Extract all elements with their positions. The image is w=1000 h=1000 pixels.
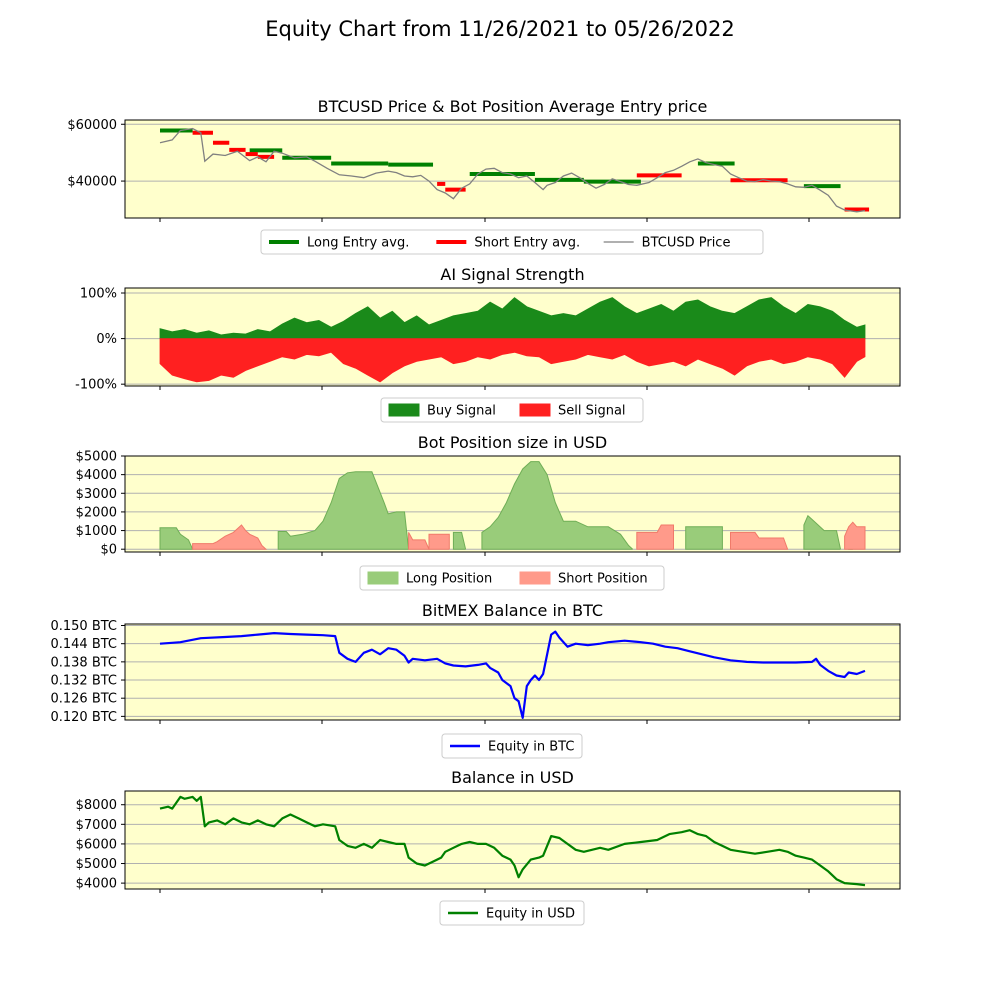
short-position-area [428,533,450,550]
legend-label: Equity in USD [486,907,575,922]
long-position-area [803,514,841,550]
equity-usd-line [159,795,866,887]
short-position-area [844,521,866,550]
legend-label: Long Position [406,572,492,587]
y-tick-label: 0% [96,332,117,347]
plot-frame [124,790,901,890]
y-tick-label: $40000 [67,175,117,190]
y-tick-label: $4000 [76,877,117,892]
legend: Equity in BTC [441,733,583,759]
chart-panel-1: $40000 $60000 BTCUSD Price & Bot Position … [67,97,901,255]
y-tick-label: $0 [100,543,117,558]
panel-title: Balance in USD [451,768,574,787]
panel-title: AI Signal Strength [440,265,584,284]
panel-title: BTCUSD Price & Bot Position Average Entr… [318,97,708,116]
panel-title: Bot Position size in USD [418,433,607,452]
y-tick-label: 0.132 BTC [50,674,117,689]
plot-frame [124,119,901,219]
chart-panel-5: $4000 $5000 $6000 $7000 $8000 Balance in USD E… [76,768,901,926]
legend: Equity in USD [439,900,585,926]
y-tick-label: $7000 [76,818,117,833]
btcusd-price-line [159,127,866,213]
legend-box [439,900,585,926]
short-position-area [636,524,674,550]
long-position-area [277,471,410,550]
sell-signal-area [159,338,866,383]
y-tick-label: $6000 [76,837,117,852]
plot-area [125,624,900,720]
plot-area [125,791,900,889]
legend-label: Buy Signal [427,404,496,419]
chart-panels: $40000 $60000 BTCUSD Price & Bot Position … [50,97,901,926]
plot-marks [159,630,866,719]
legend-swatch [519,403,551,417]
y-tick-label: $60000 [67,118,117,133]
y-tick-label: $5000 [76,450,117,465]
legend-label: Short Entry avg. [474,236,580,251]
plot-frame [124,455,901,553]
y-tick-label: 0.144 BTC [50,637,117,652]
figure-title: Equity Chart from 11/26/2021 to 05/26/20… [265,17,735,41]
chart-panel-3: $0 $1000 $2000 $3000 $4000 $5000 Bot Position … [76,433,901,591]
plot-frame [124,623,901,721]
panel-title: BitMEX Balance in BTC [422,601,603,620]
chart-panel-4: 0.120 BTC 0.126 BTC 0.132 BTC 0.138 BTC 0.14… [50,601,901,759]
legend-label: Short Position [558,572,648,587]
y-tick-label: -100% [75,378,117,393]
y-tick-label: 0.120 BTC [50,710,117,725]
legend-label: Sell Signal [558,404,626,419]
plot-frame [124,287,901,387]
y-tick-label: 0.138 BTC [50,655,117,670]
plot-marks [159,795,866,887]
plot-marks [159,297,866,383]
legend-box [441,733,583,759]
y-tick-label: 0.126 BTC [50,692,117,707]
chart-panel-2: -100% 0% 100% AI Signal Strength Buy Signal S… [75,265,901,423]
y-tick-label: $1000 [76,524,117,539]
short-position-area [729,531,789,550]
short-position-area [192,524,268,550]
y-tick-label: $5000 [76,857,117,872]
legend-box [359,565,665,591]
y-tick-label: 0.150 BTC [50,619,117,634]
legend-swatch [367,571,399,585]
legend: Long Entry avg. Short Entry avg. BTCUSD Pr… [260,229,764,255]
equity-btc-line [159,630,866,719]
long-position-area [481,461,634,550]
y-tick-label: $2000 [76,505,117,520]
long-position-area [452,531,467,550]
legend-label: Long Entry avg. [307,236,409,251]
legend-swatch [388,403,420,417]
buy-signal-area [159,297,866,339]
plot-marks [159,127,870,213]
y-tick-label: 100% [80,287,117,302]
plot-area [125,120,900,218]
legend-label: BTCUSD Price [642,236,731,251]
long-position-area [685,526,723,550]
legend-swatch [519,571,551,585]
y-tick-label: $4000 [76,468,117,483]
legend-box [380,397,644,423]
y-tick-label: $3000 [76,487,117,502]
legend-label: Equity in BTC [488,740,574,755]
legend-box [260,229,764,255]
legend: Long Position Short Position [359,565,665,591]
plot-marks [159,461,866,550]
legend: Buy Signal Sell Signal [380,397,644,423]
y-tick-label: $8000 [76,798,117,813]
